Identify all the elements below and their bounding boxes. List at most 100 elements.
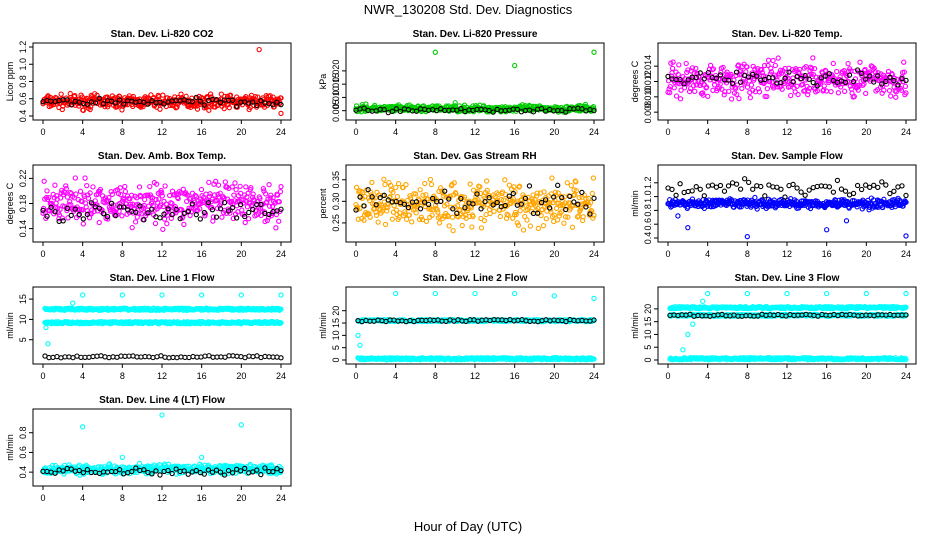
data-point [450,228,456,234]
data-point [700,92,706,98]
x-tick-label: 16 [197,127,207,137]
data-point [697,70,703,76]
panel-3: Stan. Dev. Li-820 Temp.degrees C0 4 8 12 16 2… [630,29,917,137]
data-point [97,186,104,193]
data-point [90,184,96,190]
data-point [449,214,456,220]
data-point [802,72,808,79]
data-point [902,83,909,89]
data-point [863,76,869,82]
data-point [875,73,881,79]
y-tick-label: 1.0 [18,58,28,71]
data-point [432,49,438,55]
data-point [159,292,165,298]
x-tick-label: 4 [80,127,85,137]
data-point [491,208,497,214]
x-tick-label: 16 [510,371,520,381]
data-point [381,176,387,182]
data-point [241,211,247,217]
series-1 [42,292,284,347]
data-point [685,77,691,83]
data-point [561,220,567,226]
data-point [70,300,76,306]
data-point [900,78,906,85]
data-point [867,73,873,79]
data-point [535,225,541,232]
y-tick-label: 15 [643,317,653,327]
data-point [784,69,790,76]
data-point [673,93,680,99]
data-point [721,188,728,194]
data-point [91,208,97,215]
data-point [677,96,684,102]
data-point [779,86,785,92]
plot-frame [657,286,917,365]
data-point [806,76,812,82]
data-point [830,189,837,195]
x-tick-label: 24 [901,249,911,259]
data-point [782,75,788,81]
data-point [688,85,694,92]
data-point [883,182,889,188]
plot-frame [345,286,605,365]
panel-title: Stan. Dev. Gas Stream RH [413,151,536,162]
data-point [705,93,711,99]
data-point [109,191,115,197]
data-point [361,105,367,111]
data-point [68,212,74,219]
x-tick-label: 20 [861,249,871,259]
x-tick-label: 0 [353,249,358,259]
data-point [790,181,796,188]
data-point [413,108,420,114]
x-tick-label: 0 [353,371,358,381]
x-tick-label: 24 [276,249,286,259]
data-point [106,194,112,201]
panel-title: Stan. Dev. Li-820 Temp. [732,29,843,40]
x-tick-label: 16 [822,127,832,137]
data-point [270,102,276,108]
data-point [810,79,816,86]
data-point [105,216,111,222]
data-point [699,90,706,96]
data-point [248,185,254,191]
y-tick-label: 0 [643,357,653,362]
data-point [59,215,65,221]
data-point [540,223,547,229]
y-tick-label: 10 [18,314,28,324]
data-point [153,181,160,187]
x-tick-label: 24 [276,127,286,137]
data-point [538,105,545,112]
x-tick-label: 12 [157,127,167,137]
data-point [243,184,249,190]
series-2 [42,353,284,361]
data-point [458,106,464,112]
x-tick-label: 8 [745,249,750,259]
data-point [209,204,215,211]
data-point [563,109,569,115]
x-tick-label: 0 [353,127,358,137]
data-point [703,84,710,90]
data-point [669,186,675,193]
data-point [729,80,736,86]
data-point [393,106,399,112]
data-point [136,210,142,216]
data-point [423,192,429,198]
data-point [423,218,430,225]
data-point [160,226,166,232]
y-axis-label: ml/min [630,312,640,339]
data-point [759,69,765,76]
data-point [705,69,711,76]
data-point [218,199,225,205]
y-axis-label: ml/min [630,190,640,217]
data-point [68,102,74,108]
data-point [569,224,576,230]
data-point [215,182,222,188]
data-point [697,186,703,192]
data-point [161,216,168,222]
x-tick-label: 20 [236,127,246,137]
data-point [744,233,750,240]
data-point [798,75,804,82]
data-point [903,192,909,199]
data-point [44,188,50,194]
data-point [250,99,256,105]
